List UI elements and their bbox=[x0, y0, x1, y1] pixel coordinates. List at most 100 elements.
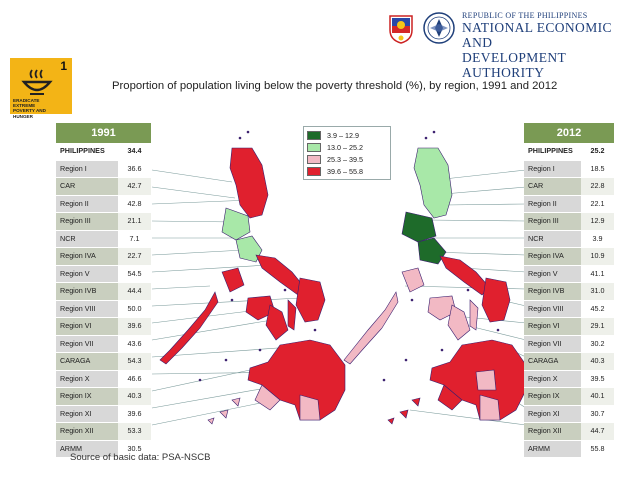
region-name: Region VII bbox=[56, 335, 118, 352]
region-name: CAR bbox=[524, 178, 581, 195]
table-row: Region IX 40.3 bbox=[56, 388, 151, 406]
table-2012: 2012 PHILIPPINES 25.2 Region I 18.5 CAR 22.8 R… bbox=[524, 123, 614, 458]
legend-item: 13.0 – 25.2 bbox=[307, 141, 387, 153]
poverty-value: 22.8 bbox=[581, 178, 614, 195]
table-2012-header: 2012 bbox=[524, 123, 614, 143]
region-name: Region V bbox=[524, 265, 581, 282]
table-row: Region XII 44.7 bbox=[524, 423, 614, 441]
region-name: Region I bbox=[524, 160, 581, 177]
region-name: Region V bbox=[56, 265, 118, 282]
table-1991-header: 1991 bbox=[56, 123, 151, 143]
table-row: Region X 39.5 bbox=[524, 370, 614, 388]
poverty-value: 39.6 bbox=[118, 405, 151, 422]
region-name: ARMM bbox=[524, 440, 581, 457]
table-row: Region IX 40.1 bbox=[524, 388, 614, 406]
poverty-value: 44.4 bbox=[118, 283, 151, 300]
region-name: Region II bbox=[56, 195, 118, 212]
poverty-value: 30.2 bbox=[581, 335, 614, 352]
neda-seal-icon bbox=[423, 12, 455, 44]
poverty-value: 41.1 bbox=[581, 265, 614, 282]
table-row: Region III 12.9 bbox=[524, 213, 614, 231]
table-row: ARMM 55.8 bbox=[524, 440, 614, 458]
region-name: Region III bbox=[56, 213, 118, 230]
table-row: CAR 42.7 bbox=[56, 178, 151, 196]
region-name: Region VIII bbox=[524, 300, 581, 317]
poverty-value: 18.5 bbox=[581, 160, 614, 177]
region-name: Region XI bbox=[524, 405, 581, 422]
table-row: PHILIPPINES 34.4 bbox=[56, 143, 151, 161]
bowl-icon bbox=[21, 69, 53, 95]
poverty-value: 31.0 bbox=[581, 283, 614, 300]
poverty-value: 40.1 bbox=[581, 388, 614, 405]
philippine-seal-icon bbox=[389, 15, 413, 44]
legend-item: 25.3 – 39.5 bbox=[307, 153, 387, 165]
poverty-value: 43.6 bbox=[118, 335, 151, 352]
poverty-value: 50.0 bbox=[118, 300, 151, 317]
table-row: PHILIPPINES 25.2 bbox=[524, 143, 614, 161]
map-1991 bbox=[159, 130, 346, 425]
region-name: Region VIII bbox=[56, 300, 118, 317]
region-name: Region III bbox=[524, 213, 581, 230]
table-row: Region VII 43.6 bbox=[56, 335, 151, 353]
poverty-value: 30.5 bbox=[118, 440, 151, 457]
source-note: Source of basic data: PSA-NSCB bbox=[70, 452, 211, 463]
poverty-value: 44.7 bbox=[581, 423, 614, 440]
legend-item: 39.6 – 55.8 bbox=[307, 165, 387, 177]
region-name: PHILIPPINES bbox=[524, 143, 581, 160]
poverty-value: 25.2 bbox=[581, 143, 614, 160]
table-row: Region X 46.6 bbox=[56, 370, 151, 388]
goal-label: ERADICATE EXTREME POVERTY AND HUNGER bbox=[13, 98, 46, 119]
legend-swatch bbox=[307, 166, 321, 176]
table-row: CARAGA 54.3 bbox=[56, 353, 151, 371]
region-name: NCR bbox=[56, 230, 118, 247]
table-row: Region IVB 44.4 bbox=[56, 283, 151, 301]
poverty-value: 22.1 bbox=[581, 195, 614, 212]
table-row: Region I 36.6 bbox=[56, 160, 151, 178]
table-row: Region XII 53.3 bbox=[56, 423, 151, 441]
poverty-value: 53.3 bbox=[118, 423, 151, 440]
table-row: Region VI 39.6 bbox=[56, 318, 151, 336]
region-name: Region XII bbox=[56, 423, 118, 440]
mdg-goal-badge: 1 ERADICATE EXTREME POVERTY AND HUNGER bbox=[10, 58, 72, 119]
poverty-value: 42.7 bbox=[118, 178, 151, 195]
table-1991: 1991 PHILIPPINES 34.4 Region I 36.6 CAR 42.7 R… bbox=[56, 123, 151, 458]
table-row: Region V 41.1 bbox=[524, 265, 614, 283]
region-name: Region I bbox=[56, 160, 118, 177]
table-row: Region IVB 31.0 bbox=[524, 283, 614, 301]
table-row: NCR 3.9 bbox=[524, 230, 614, 248]
poverty-value: 55.8 bbox=[581, 440, 614, 457]
map-legend: 3.9 – 12.9 13.0 – 25.2 25.3 – 39.5 39.6 – 5… bbox=[303, 126, 391, 180]
region-name: Region IX bbox=[56, 388, 118, 405]
table-row: Region VII 30.2 bbox=[524, 335, 614, 353]
region-name: CAR bbox=[56, 178, 118, 195]
region-name: Region IVB bbox=[56, 283, 118, 300]
legend-label: 25.3 – 39.5 bbox=[327, 154, 363, 164]
poverty-value: 12.9 bbox=[581, 213, 614, 230]
poverty-value: 54.5 bbox=[118, 265, 151, 282]
legend-swatch bbox=[307, 130, 321, 140]
poverty-value: 39.5 bbox=[581, 370, 614, 387]
region-name: Region X bbox=[524, 370, 581, 387]
agency-name: REPUBLIC OF THE PHILIPPINES NATIONAL ECO… bbox=[462, 11, 638, 80]
region-name: Region IVB bbox=[524, 283, 581, 300]
table-row: Region V 54.5 bbox=[56, 265, 151, 283]
legend-label: 13.0 – 25.2 bbox=[327, 142, 363, 152]
table-row: CARAGA 40.3 bbox=[524, 353, 614, 371]
poverty-value: 36.6 bbox=[118, 160, 151, 177]
agency-line1: NATIONAL ECONOMIC AND bbox=[462, 20, 612, 50]
poverty-value: 45.2 bbox=[581, 300, 614, 317]
table-row: Region XI 30.7 bbox=[524, 405, 614, 423]
poverty-value: 10.9 bbox=[581, 248, 614, 265]
table-row: Region XI 39.6 bbox=[56, 405, 151, 423]
poverty-value: 39.6 bbox=[118, 318, 151, 335]
legend-label: 39.6 – 55.8 bbox=[327, 166, 363, 176]
region-name: ARMM bbox=[56, 440, 118, 457]
poverty-value: 22.7 bbox=[118, 248, 151, 265]
poverty-value: 46.6 bbox=[118, 370, 151, 387]
legend-swatch bbox=[307, 154, 321, 164]
table-row: Region III 21.1 bbox=[56, 213, 151, 231]
region-name: Region X bbox=[56, 370, 118, 387]
region-name: PHILIPPINES bbox=[56, 143, 118, 160]
poverty-value: 7.1 bbox=[118, 230, 151, 247]
